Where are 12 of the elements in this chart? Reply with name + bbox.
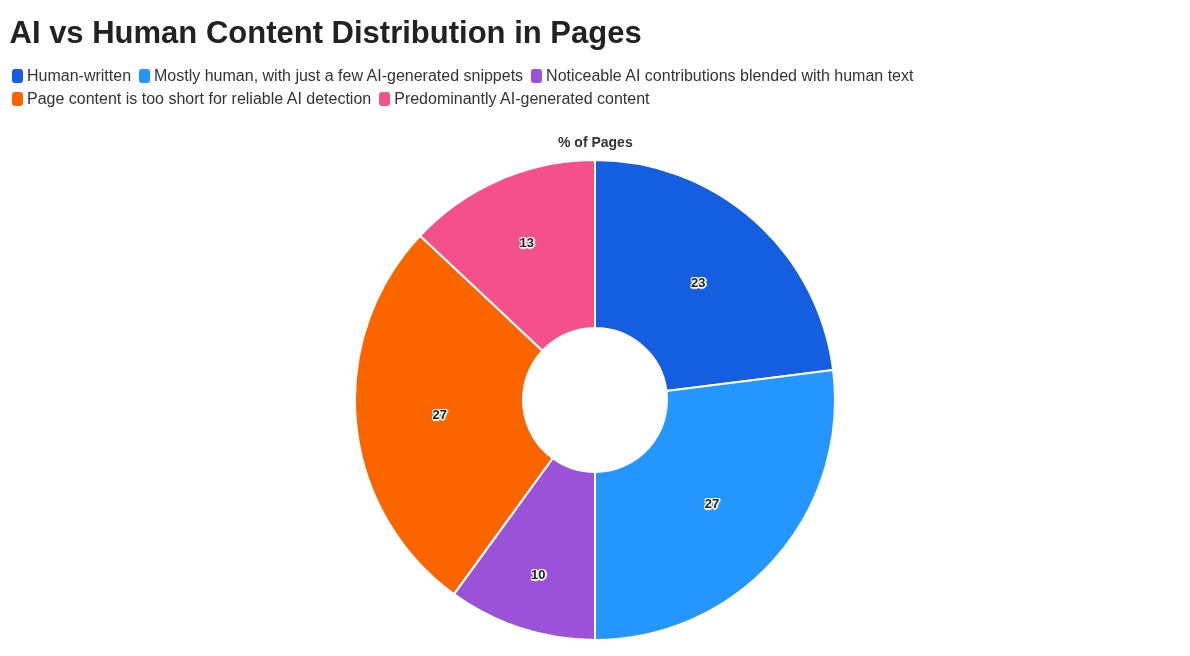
data-label: 27: [704, 495, 720, 511]
legend-label: Mostly human, with just a few AI-generated snippets: [154, 66, 524, 86]
legend-label: Page content is too short for reliable AI detection: [27, 89, 372, 109]
data-label: 27: [432, 407, 447, 423]
chart-title: AI vs Human Content Distribution in Pages: [9, 14, 642, 50]
legend-label: Predominantly AI-generated content: [394, 89, 650, 109]
text: % of Pages: [558, 134, 633, 150]
data-label: 13: [519, 234, 535, 250]
data-label: 10: [531, 566, 546, 582]
legend-label: Noticeable AI contributions blended with human text: [546, 66, 914, 86]
data-label: 23: [690, 275, 706, 291]
legend-label: Human-written: [27, 66, 132, 86]
